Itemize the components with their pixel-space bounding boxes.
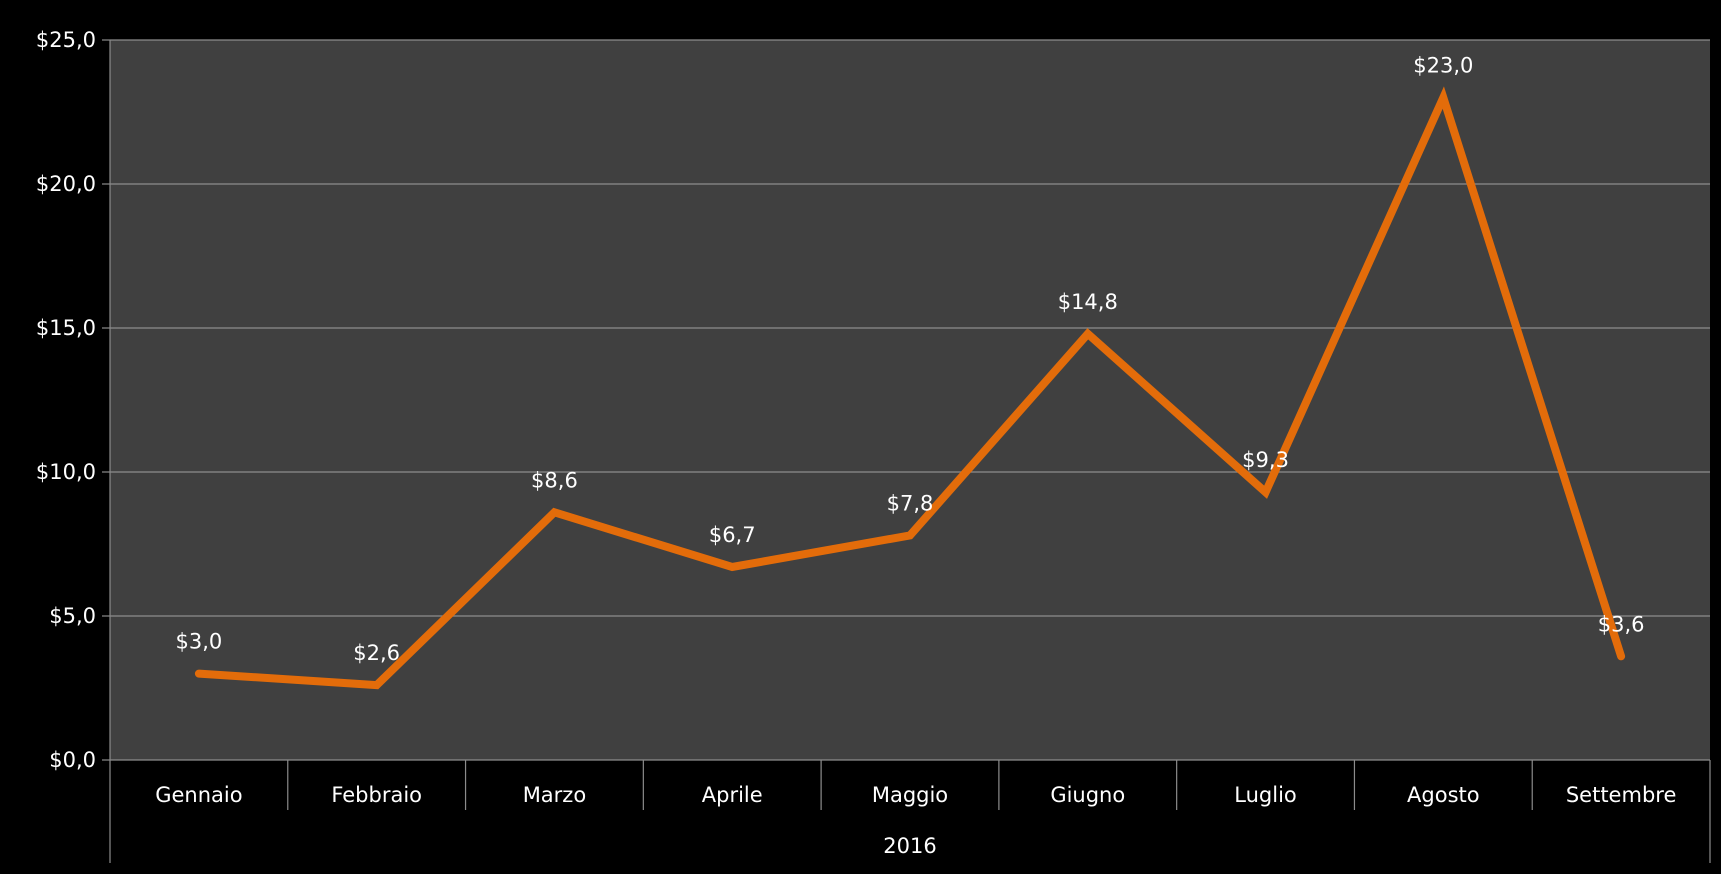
data-label: $14,8	[1058, 290, 1118, 314]
x-axis: Gennaio Febbraio Marzo Aprile Maggio Giugno Lu…	[110, 760, 1710, 863]
x-tick-label: Febbraio	[331, 783, 422, 807]
x-tick-label: Luglio	[1234, 783, 1297, 807]
data-label: $23,0	[1413, 54, 1473, 78]
y-tick-label: $15,0	[36, 316, 96, 340]
y-axis-ticks: $0,0 $5,0 $10,0 $15,0 $20,0 $25,0	[36, 28, 110, 772]
data-label: $7,8	[887, 491, 934, 515]
y-tick-label: $0,0	[49, 748, 96, 772]
x-tick-label: Marzo	[523, 783, 587, 807]
x-tick-label: Giugno	[1050, 783, 1125, 807]
data-label: $3,6	[1598, 612, 1645, 636]
y-tick-label: $10,0	[36, 460, 96, 484]
x-tick-label: Maggio	[872, 783, 948, 807]
data-label: $9,3	[1242, 448, 1289, 472]
y-tick-label: $5,0	[49, 604, 96, 628]
plot-background	[110, 40, 1710, 760]
data-label: $2,6	[353, 641, 400, 665]
data-label: $6,7	[709, 523, 756, 547]
data-label: $3,0	[176, 630, 223, 654]
data-label: $8,6	[531, 468, 578, 492]
plot-area	[110, 40, 1710, 760]
y-tick-label: $20,0	[36, 172, 96, 196]
x-tick-label: Aprile	[702, 783, 763, 807]
x-tick-label: Gennaio	[155, 783, 242, 807]
x-tick-label: Agosto	[1407, 783, 1480, 807]
y-tick-label: $25,0	[36, 28, 96, 52]
x-group-label: 2016	[883, 834, 936, 858]
x-tick-label: Settembre	[1566, 783, 1677, 807]
